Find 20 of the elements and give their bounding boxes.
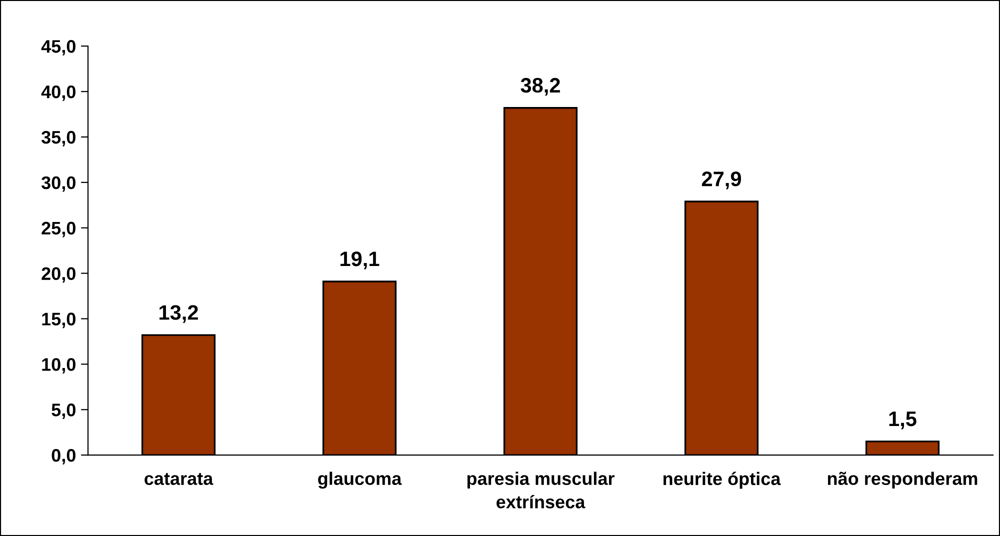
y-tick-label: 40,0 <box>41 85 76 101</box>
y-tick-label: 20,0 <box>42 267 76 283</box>
y-tick-label: 0,0 <box>52 449 76 464</box>
y-tick-label: 25,0 <box>42 222 76 238</box>
x-tick-label: não responderam <box>828 472 978 489</box>
x-tick-label: glaucoma <box>318 472 402 489</box>
data-label: 19,1 <box>340 252 380 270</box>
y-tick-label: 45,0 <box>41 40 76 56</box>
y-tick-label: 10,0 <box>42 358 76 374</box>
y-tick-label: 5,0 <box>52 404 76 419</box>
data-label: 27,9 <box>702 172 742 190</box>
data-label: 13,2 <box>160 305 198 323</box>
x-tick-label: paresia muscular extrínseca <box>467 472 614 508</box>
x-tick-label: catarata <box>144 473 214 485</box>
data-label: 1,5 <box>889 412 916 430</box>
x-tick-label: neurite óptica <box>664 472 781 489</box>
y-tick-label: 15,0 <box>42 312 76 328</box>
y-tick-label: 35,0 <box>41 130 76 146</box>
y-tick-label: 30,0 <box>41 176 76 192</box>
data-label: 38,2 <box>520 78 560 96</box>
